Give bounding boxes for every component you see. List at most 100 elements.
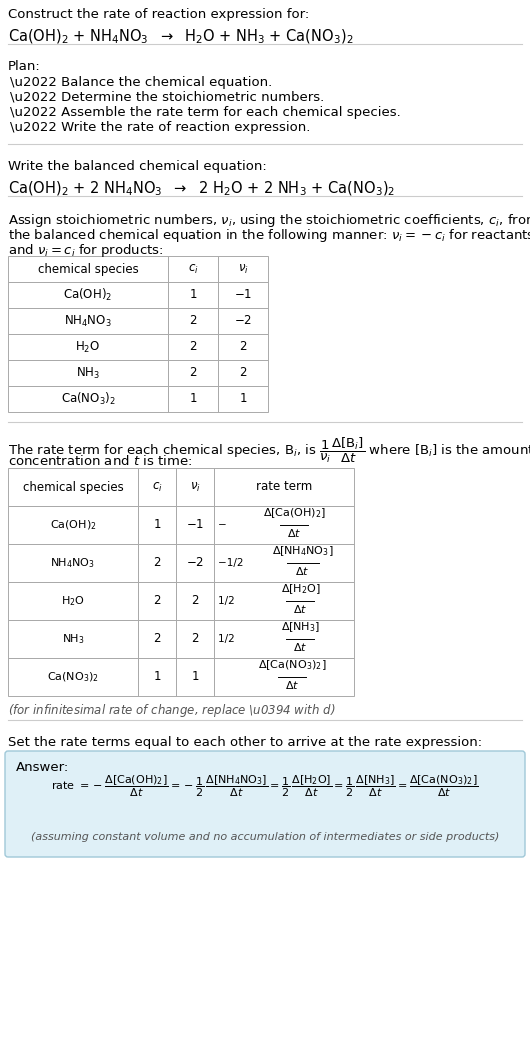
Text: NH$_4$NO$_3$: NH$_4$NO$_3$ bbox=[64, 314, 112, 328]
Text: 2: 2 bbox=[189, 315, 197, 327]
Text: Ca(NO$_3$)$_2$: Ca(NO$_3$)$_2$ bbox=[47, 670, 99, 684]
Text: 1: 1 bbox=[239, 392, 247, 406]
Text: 2: 2 bbox=[153, 556, 161, 569]
Bar bbox=[138, 582, 176, 620]
Text: 2: 2 bbox=[239, 341, 247, 354]
Text: 2: 2 bbox=[239, 366, 247, 380]
Bar bbox=[176, 620, 214, 658]
Text: $\Delta t$: $\Delta t$ bbox=[293, 602, 307, 615]
Bar bbox=[218, 256, 268, 282]
Text: NH$_3$: NH$_3$ bbox=[61, 632, 84, 645]
Text: \u2022 Assemble the rate term for each chemical species.: \u2022 Assemble the rate term for each c… bbox=[10, 106, 401, 119]
Text: $\Delta t$: $\Delta t$ bbox=[287, 527, 301, 539]
Text: (assuming constant volume and no accumulation of intermediates or side products): (assuming constant volume and no accumul… bbox=[31, 832, 499, 842]
Text: 2: 2 bbox=[191, 594, 199, 608]
Bar bbox=[176, 506, 214, 544]
Text: Ca(NO$_3$)$_2$: Ca(NO$_3$)$_2$ bbox=[60, 391, 116, 407]
Text: rate term: rate term bbox=[256, 480, 312, 494]
Bar bbox=[218, 282, 268, 308]
Text: 2: 2 bbox=[191, 633, 199, 645]
Text: 1: 1 bbox=[189, 392, 197, 406]
Text: $c_i$: $c_i$ bbox=[152, 480, 162, 494]
Text: 1/2: 1/2 bbox=[218, 634, 238, 644]
Text: Plan:: Plan: bbox=[8, 60, 41, 73]
Bar bbox=[138, 544, 176, 582]
Text: (for infinitesimal rate of change, replace \u0394 with $d$): (for infinitesimal rate of change, repla… bbox=[8, 702, 335, 719]
Text: $\Delta t$: $\Delta t$ bbox=[285, 679, 299, 691]
Text: H$_2$O: H$_2$O bbox=[75, 340, 101, 355]
Text: 1: 1 bbox=[189, 289, 197, 301]
Bar bbox=[8, 256, 168, 282]
Text: Construct the rate of reaction expression for:: Construct the rate of reaction expressio… bbox=[8, 8, 309, 21]
Text: 1: 1 bbox=[191, 670, 199, 683]
Bar bbox=[8, 334, 168, 360]
Text: $\Delta$[Ca(OH)$_2$]: $\Delta$[Ca(OH)$_2$] bbox=[262, 506, 325, 520]
Text: $\Delta$[NH$_3$]: $\Delta$[NH$_3$] bbox=[281, 620, 320, 634]
Text: $-1$: $-1$ bbox=[186, 519, 204, 531]
Text: \u2022 Determine the stoichiometric numbers.: \u2022 Determine the stoichiometric numb… bbox=[10, 91, 324, 104]
Bar bbox=[168, 256, 218, 282]
Text: Ca(OH)$_2$: Ca(OH)$_2$ bbox=[64, 287, 112, 303]
Text: rate $= -\dfrac{\Delta[\mathrm{Ca(OH)_2}]}{\Delta t} = -\dfrac{1}{2}\,\dfrac{\De: rate $= -\dfrac{\Delta[\mathrm{Ca(OH)_2}… bbox=[51, 773, 479, 799]
Bar bbox=[218, 360, 268, 386]
Text: and $\nu_i = c_i$ for products:: and $\nu_i = c_i$ for products: bbox=[8, 242, 164, 259]
Text: Ca(OH)$_2$: Ca(OH)$_2$ bbox=[50, 518, 96, 531]
Text: −1/2: −1/2 bbox=[218, 558, 247, 568]
Text: NH$_4$NO$_3$: NH$_4$NO$_3$ bbox=[50, 556, 95, 570]
Bar bbox=[176, 582, 214, 620]
Bar bbox=[138, 658, 176, 696]
Bar bbox=[8, 282, 168, 308]
Bar bbox=[168, 282, 218, 308]
Bar bbox=[8, 620, 138, 658]
Bar bbox=[176, 658, 214, 696]
Bar bbox=[214, 468, 354, 506]
Bar bbox=[8, 544, 138, 582]
Text: 1: 1 bbox=[153, 670, 161, 683]
Text: Set the rate terms equal to each other to arrive at the rate expression:: Set the rate terms equal to each other t… bbox=[8, 736, 482, 749]
Bar bbox=[8, 582, 138, 620]
Bar bbox=[214, 620, 354, 658]
Bar bbox=[218, 386, 268, 412]
Text: \u2022 Balance the chemical equation.: \u2022 Balance the chemical equation. bbox=[10, 76, 272, 89]
Text: Ca(OH)$_2$ + NH$_4$NO$_3$  $\rightarrow$  H$_2$O + NH$_3$ + Ca(NO$_3$)$_2$: Ca(OH)$_2$ + NH$_4$NO$_3$ $\rightarrow$ … bbox=[8, 28, 354, 46]
Bar bbox=[8, 658, 138, 696]
Bar bbox=[8, 506, 138, 544]
Text: $\Delta$[NH$_4$NO$_3$]: $\Delta$[NH$_4$NO$_3$] bbox=[272, 544, 333, 558]
Bar bbox=[176, 468, 214, 506]
Bar bbox=[214, 658, 354, 696]
Text: $-2$: $-2$ bbox=[234, 315, 252, 327]
Text: Write the balanced chemical equation:: Write the balanced chemical equation: bbox=[8, 160, 267, 173]
Text: the balanced chemical equation in the following manner: $\nu_i = -c_i$ for react: the balanced chemical equation in the fo… bbox=[8, 227, 530, 244]
Text: $\Delta t$: $\Delta t$ bbox=[295, 565, 310, 577]
Bar bbox=[138, 468, 176, 506]
Text: 1: 1 bbox=[153, 519, 161, 531]
Text: $\nu_i$: $\nu_i$ bbox=[237, 263, 249, 275]
Text: 1/2: 1/2 bbox=[218, 596, 238, 606]
Text: $-2$: $-2$ bbox=[186, 556, 204, 569]
Text: 2: 2 bbox=[189, 341, 197, 354]
Bar bbox=[8, 468, 138, 506]
Text: $\Delta$[H$_2$O]: $\Delta$[H$_2$O] bbox=[281, 583, 320, 596]
Text: $-1$: $-1$ bbox=[234, 289, 252, 301]
Bar bbox=[138, 506, 176, 544]
Bar bbox=[218, 334, 268, 360]
Bar bbox=[176, 544, 214, 582]
Text: −: − bbox=[218, 520, 227, 530]
Bar bbox=[168, 360, 218, 386]
Text: \u2022 Write the rate of reaction expression.: \u2022 Write the rate of reaction expres… bbox=[10, 121, 311, 134]
Text: $\nu_i$: $\nu_i$ bbox=[190, 480, 200, 494]
Text: $c_i$: $c_i$ bbox=[188, 263, 198, 275]
Text: 2: 2 bbox=[153, 594, 161, 608]
Text: 2: 2 bbox=[153, 633, 161, 645]
Bar bbox=[218, 308, 268, 334]
Text: $\Delta t$: $\Delta t$ bbox=[293, 641, 307, 653]
Text: NH$_3$: NH$_3$ bbox=[76, 365, 100, 381]
Text: H$_2$O: H$_2$O bbox=[61, 594, 85, 608]
Text: The rate term for each chemical species, B$_i$, is $\dfrac{1}{\nu_i}\dfrac{\Delt: The rate term for each chemical species,… bbox=[8, 436, 530, 465]
Bar bbox=[168, 334, 218, 360]
Text: chemical species: chemical species bbox=[38, 263, 138, 275]
Text: 2: 2 bbox=[189, 366, 197, 380]
Text: Answer:: Answer: bbox=[16, 761, 69, 774]
Bar bbox=[214, 582, 354, 620]
Text: Ca(OH)$_2$ + 2 NH$_4$NO$_3$  $\rightarrow$  2 H$_2$O + 2 NH$_3$ + Ca(NO$_3$)$_2$: Ca(OH)$_2$ + 2 NH$_4$NO$_3$ $\rightarrow… bbox=[8, 180, 395, 199]
